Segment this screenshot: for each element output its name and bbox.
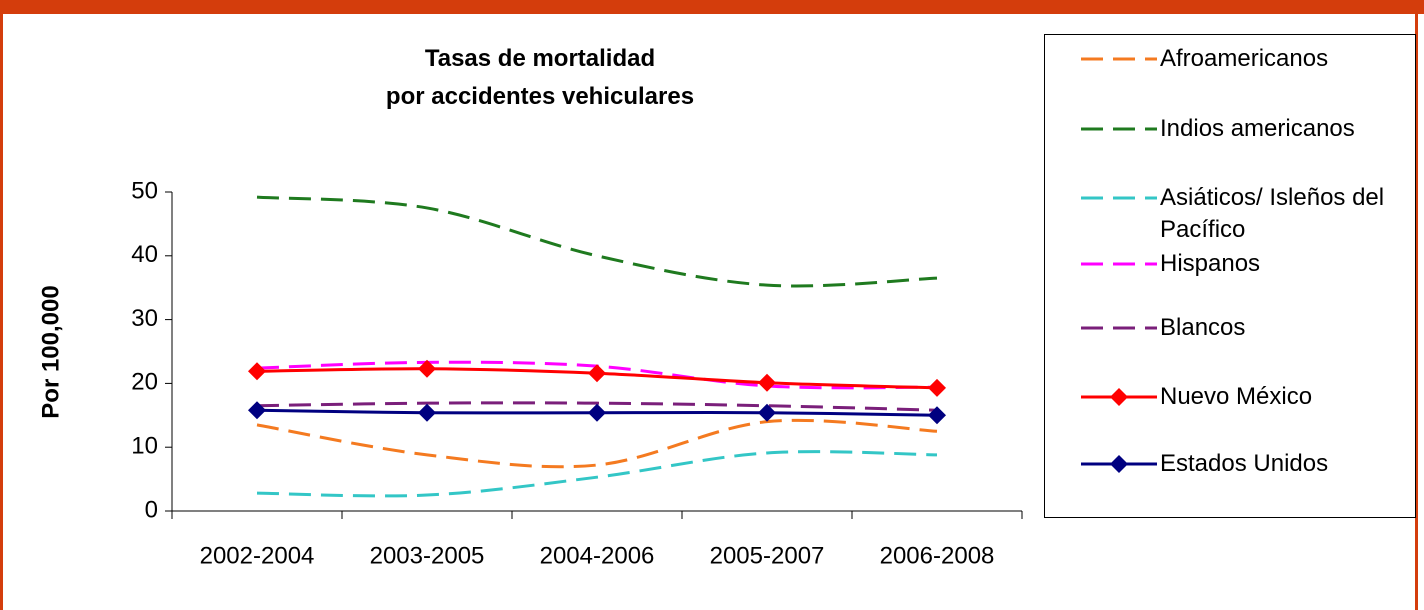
legend-label: Asiáticos/ Isleños del Pacífico <box>1160 184 1385 243</box>
chart-title: Tasas de mortalidad por accidentes vehic… <box>385 45 695 110</box>
legend-marker <box>1110 388 1128 406</box>
legend-label: Indios americanos <box>1160 115 1355 142</box>
data-point <box>588 364 606 383</box>
data-point <box>928 378 946 397</box>
legend-label: Hispanos <box>1160 250 1261 277</box>
y-tick-label: 40 <box>131 241 158 268</box>
legend-label: Afroamericanos <box>1160 45 1329 72</box>
legend-label: Blancos <box>1160 314 1246 341</box>
data-point <box>248 401 266 420</box>
data-point <box>928 406 946 425</box>
y-tick-label: 50 <box>131 177 158 204</box>
y-tick-label: 10 <box>131 433 158 460</box>
x-tick-label: 2004-2006 <box>540 542 655 569</box>
series-line <box>256 418 938 469</box>
data-point <box>758 403 776 422</box>
x-tick-label: 2002-2004 <box>200 542 315 569</box>
y-axis-label: Por 100,000 <box>37 285 64 418</box>
legend-label: Nuevo México <box>1160 383 1313 410</box>
series-line <box>256 195 938 288</box>
data-point <box>588 403 606 422</box>
data-point <box>418 359 436 378</box>
legend-keys <box>1081 57 1157 473</box>
legend-label: Estados Unidos <box>1160 450 1329 477</box>
top-bar <box>0 0 1424 14</box>
series-line <box>256 401 938 412</box>
x-tick-label: 2006-2008 <box>880 542 995 569</box>
series-line <box>256 450 938 498</box>
data-point <box>758 373 776 392</box>
y-tick-label: 30 <box>131 305 158 332</box>
data-point <box>418 403 436 422</box>
x-tick-label: 2003-2005 <box>370 542 485 569</box>
legend: Afroamericanos Indios americanos Asiáticos… <box>1044 34 1416 518</box>
data-point <box>248 362 266 381</box>
y-tick-label: 0 <box>145 496 158 523</box>
x-tick-label: 2005-2007 <box>710 542 825 569</box>
legend-marker <box>1110 455 1128 473</box>
y-tick-label: 20 <box>131 369 158 396</box>
